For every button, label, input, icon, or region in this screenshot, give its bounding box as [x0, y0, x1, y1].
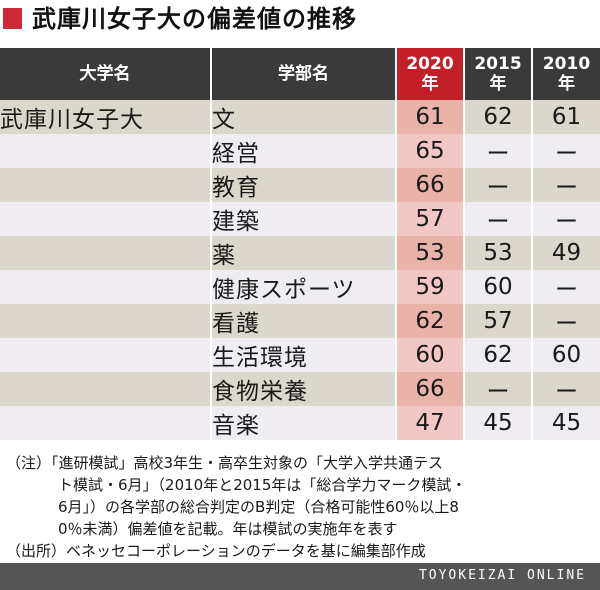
- cell-2020: 65: [396, 134, 465, 168]
- note-line: 6月」）の各学部の総合判定のB判定（合格可能性60％以上8: [58, 498, 459, 516]
- table-row: 音楽 47 45 45: [0, 406, 600, 440]
- cell-2020: 47: [396, 406, 465, 440]
- table-row: 教育 66 ー ー: [0, 168, 600, 202]
- cell-2010: ー: [532, 202, 600, 236]
- cell-university: [0, 202, 212, 236]
- footer-brand: TOYOKEIZAI ONLINE: [418, 568, 586, 583]
- cell-2010: 49: [532, 236, 600, 270]
- cell-university: [0, 134, 212, 168]
- cell-2010: ー: [532, 168, 600, 202]
- cell-2010: 60: [532, 338, 600, 372]
- cell-2015: ー: [464, 134, 533, 168]
- table-row: 生活環境 60 62 60: [0, 338, 600, 372]
- cell-2015: ー: [464, 168, 533, 202]
- cell-2015: 45: [464, 406, 533, 440]
- cell-2020: 60: [396, 338, 465, 372]
- cell-2020: 57: [396, 202, 465, 236]
- cell-university: [0, 406, 212, 440]
- header-2020: 2020 年: [396, 48, 465, 100]
- cell-department: 薬: [211, 236, 397, 270]
- cell-2015: 53: [464, 236, 533, 270]
- cell-2020: 59: [396, 270, 465, 304]
- title-bar: 武庫川女子大の偏差値の推移: [0, 0, 600, 42]
- cell-2020: 62: [396, 304, 465, 338]
- cell-department: 経営: [211, 134, 397, 168]
- cell-2015: 57: [464, 304, 533, 338]
- cell-2020: 53: [396, 236, 465, 270]
- cell-2015: ー: [464, 202, 533, 236]
- cell-department: 建築: [211, 202, 397, 236]
- cell-department: 健康スポーツ: [211, 270, 397, 304]
- cell-university: [0, 168, 212, 202]
- table-row: 健康スポーツ 59 60 ー: [0, 270, 600, 304]
- note-line: （注）「進研模試」高校3年生・高卒生対象の「大学入学共通テス: [6, 454, 444, 472]
- title-square-icon: [3, 8, 22, 29]
- header-2020-label: 2020 年: [406, 54, 454, 94]
- cell-2015: 62: [464, 338, 533, 372]
- cell-department: 文: [211, 100, 397, 134]
- footer-bar: TOYOKEIZAI ONLINE: [0, 563, 600, 590]
- cell-2020: 66: [396, 372, 465, 406]
- table-row: 薬 53 53 49: [0, 236, 600, 270]
- header-2010-label: 2010 年: [542, 54, 591, 94]
- header-2015: 2015 年: [464, 48, 533, 100]
- cell-2010: ー: [532, 270, 600, 304]
- cell-2010: 61: [532, 100, 600, 134]
- cell-2015: ー: [464, 372, 533, 406]
- table-row: 建築 57 ー ー: [0, 202, 600, 236]
- cell-2015: 62: [464, 100, 533, 134]
- notes-block: （注）「進研模試」高校3年生・高卒生対象の「大学入学共通テス ト模試・6月」（2…: [6, 452, 596, 562]
- table-row: 経営 65 ー ー: [0, 134, 600, 168]
- cell-department: 看護: [211, 304, 397, 338]
- note-line: ト模試・6月」（2010年と2015年は「総合学力マーク模試・: [58, 476, 467, 494]
- header-2010: 2010 年: [532, 48, 600, 100]
- cell-department: 食物栄養: [211, 372, 397, 406]
- note-line: 0％未満）偏差値を記載。年は模試の実施年を表す: [58, 520, 398, 538]
- table-row: 食物栄養 66 ー ー: [0, 372, 600, 406]
- cell-2015: 60: [464, 270, 533, 304]
- cell-university: [0, 304, 212, 338]
- table-row: 武庫川女子大 文 61 62 61: [0, 100, 600, 134]
- header-department: 学部名: [211, 48, 397, 100]
- cell-university: [0, 270, 212, 304]
- cell-2010: ー: [532, 134, 600, 168]
- cell-university: [0, 372, 212, 406]
- cell-department: 生活環境: [211, 338, 397, 372]
- cell-department: 教育: [211, 168, 397, 202]
- cell-university: [0, 338, 212, 372]
- table-row: 看護 62 57 ー: [0, 304, 600, 338]
- cell-department: 音楽: [211, 406, 397, 440]
- table-header-row: 大学名 学部名 2020 年 2015 年 2010 年: [0, 48, 600, 100]
- page-title: 武庫川女子大の偏差値の推移: [32, 5, 357, 33]
- header-university: 大学名: [0, 48, 212, 100]
- cell-university: [0, 236, 212, 270]
- cell-2020: 66: [396, 168, 465, 202]
- source-line: （出所）ベネッセコーポレーションのデータを基に編集部作成: [6, 542, 426, 560]
- deviation-table: 大学名 学部名 2020 年 2015 年 2010 年 武庫川女子大 文 61…: [0, 48, 600, 440]
- cell-2010: ー: [532, 372, 600, 406]
- cell-2020: 61: [396, 100, 465, 134]
- cell-2010: 45: [532, 406, 600, 440]
- header-2015-label: 2015 年: [474, 54, 522, 94]
- cell-2010: ー: [532, 304, 600, 338]
- cell-university: 武庫川女子大: [0, 100, 212, 134]
